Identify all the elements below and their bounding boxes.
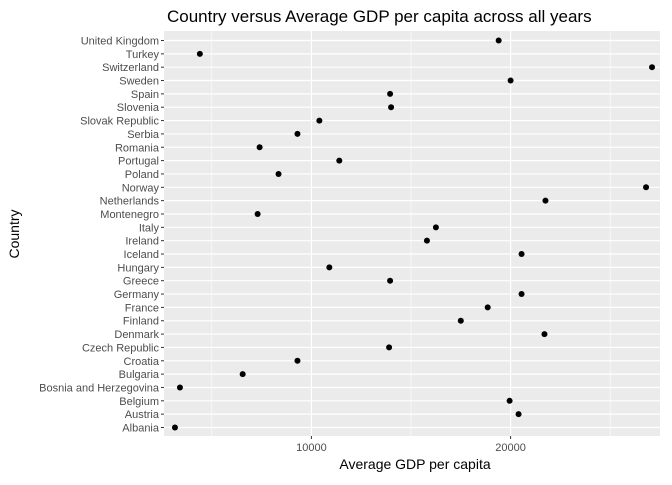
y-tick-label: Czech Republic <box>82 342 160 354</box>
data-point <box>515 411 522 418</box>
x-axis-tick-labels: 10000 20000 <box>296 436 526 454</box>
data-point <box>541 331 548 338</box>
data-point <box>386 344 393 351</box>
y-tick-label: Germany <box>114 289 160 301</box>
data-point <box>254 210 261 217</box>
y-tick-label: Netherlands <box>100 196 160 208</box>
y-tick-label: Italy <box>139 222 160 234</box>
y-tick-label: Sweden <box>119 76 159 88</box>
y-tick-label: Ireland <box>125 236 159 248</box>
data-point <box>316 117 323 124</box>
data-point <box>649 64 656 71</box>
y-tick-label: Greece <box>123 276 159 288</box>
y-tick-label: Switzerland <box>102 62 159 74</box>
y-tick-label: Austria <box>125 409 160 421</box>
grid-lines <box>164 31 660 436</box>
data-point <box>256 144 263 151</box>
y-tick-label: Hungary <box>117 262 159 274</box>
data-point <box>506 397 513 404</box>
y-tick-label: Serbia <box>127 129 160 141</box>
y-tick-label: Belgium <box>119 396 159 408</box>
data-point <box>275 170 282 177</box>
y-axis-label: Country <box>6 209 22 258</box>
y-tick-label: Slovenia <box>117 102 160 114</box>
x-tick-label: 20000 <box>495 442 526 454</box>
y-tick-label: Bosnia and Herzegovina <box>39 382 160 394</box>
y-tick-label: Turkey <box>126 49 160 61</box>
data-point <box>196 50 203 57</box>
y-tick-label: Albania <box>122 423 160 435</box>
chart-title: Country versus Average GDP per capita ac… <box>167 7 592 26</box>
y-tick-label: France <box>125 302 159 314</box>
data-point <box>432 224 439 231</box>
plot-panel <box>164 31 660 436</box>
data-point <box>457 317 464 324</box>
data-point <box>495 37 502 44</box>
y-tick-label: Spain <box>131 89 159 101</box>
y-tick-label: Norway <box>122 182 160 194</box>
data-point <box>326 264 333 271</box>
data-point <box>542 197 549 204</box>
data-point <box>336 157 343 164</box>
data-point <box>643 184 650 191</box>
x-tick-label: 10000 <box>296 442 327 454</box>
data-point <box>387 277 394 284</box>
data-point <box>387 90 394 97</box>
y-tick-label: United Kingdom <box>81 36 159 48</box>
y-tick-label: Bulgaria <box>119 369 160 381</box>
y-tick-label: Croatia <box>124 356 160 368</box>
data-point <box>423 237 430 244</box>
y-tick-label: Poland <box>125 169 159 181</box>
data-points <box>171 37 656 431</box>
y-tick-label: Iceland <box>124 249 159 261</box>
data-point <box>176 384 183 391</box>
data-point <box>388 104 395 111</box>
data-point <box>239 371 246 378</box>
y-tick-label: Finland <box>123 316 159 328</box>
x-axis-label: Average GDP per capita <box>339 456 490 472</box>
data-point <box>484 304 491 311</box>
y-tick-label: Montenegro <box>100 209 159 221</box>
y-tick-label: Romania <box>115 142 160 154</box>
data-point <box>518 251 525 258</box>
y-tick-label: Slovak Republic <box>80 116 159 128</box>
data-point <box>294 130 301 137</box>
y-tick-label: Denmark <box>114 329 159 341</box>
y-tick-label: Portugal <box>118 156 159 168</box>
data-point <box>294 357 301 364</box>
data-point <box>518 291 525 298</box>
data-point <box>507 77 514 84</box>
data-point <box>171 424 178 431</box>
